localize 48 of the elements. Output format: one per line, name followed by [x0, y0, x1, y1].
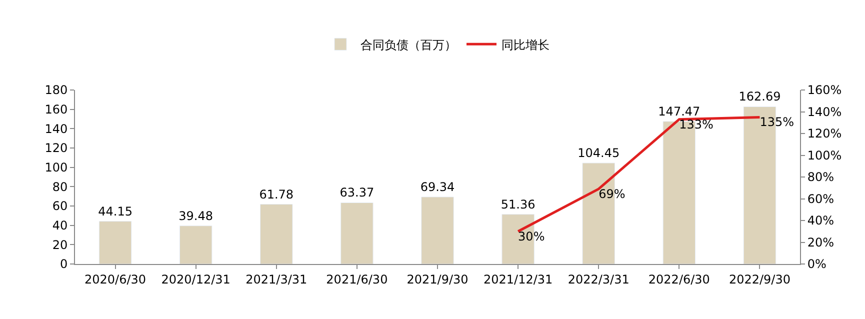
- y-tick-label: 80: [52, 180, 68, 194]
- bar: [179, 226, 212, 264]
- data-label: 63.37: [340, 186, 374, 200]
- data-label: 104.45: [578, 146, 620, 160]
- y-tick-label: 180: [44, 83, 68, 98]
- y2-tick-label: 60%: [807, 192, 834, 206]
- bar: [260, 204, 293, 264]
- data-label: 135%: [760, 115, 794, 130]
- x-tick-label: 2020/12/31: [161, 272, 230, 286]
- x-tick-label: 2021/12/31: [483, 272, 553, 286]
- y-tick-label: 0: [60, 257, 68, 272]
- data-label: 133%: [679, 117, 714, 132]
- y2-tick-label: 40%: [807, 214, 834, 228]
- x-tick-label: 2020/6/30: [84, 272, 146, 286]
- legend-label: 合同负债（百万）: [360, 38, 456, 52]
- x-tick-label: 2021/9/30: [406, 272, 468, 286]
- bar: [340, 202, 374, 264]
- y2-tick-label: 120%: [807, 126, 842, 141]
- y2-tick-label: 140%: [807, 104, 842, 119]
- y2-tick-label: 160%: [807, 83, 842, 98]
- data-label: 162.69: [738, 90, 781, 104]
- legend-label: 同比增长: [502, 38, 550, 52]
- data-label: 51.36: [500, 197, 536, 212]
- x-tick-label: 2021/6/30: [326, 272, 388, 286]
- data-label: 44.15: [98, 204, 132, 218]
- data-label: 69%: [598, 186, 626, 201]
- x-tick-label: 2022/6/30: [648, 272, 710, 286]
- y2-tick-label: 20%: [807, 235, 834, 250]
- y2-tick-label: 80%: [807, 170, 834, 184]
- y-tick-label: 120: [44, 141, 68, 156]
- y2-tick-label: 0%: [807, 257, 826, 272]
- y-tick-label: 160: [44, 102, 68, 117]
- y-tick-label: 140: [44, 122, 68, 136]
- y-tick-label: 60: [52, 199, 68, 214]
- x-tick-label: 2022/9/30: [728, 272, 790, 286]
- data-label: 30%: [518, 229, 545, 244]
- bar: [421, 196, 454, 264]
- y-tick-label: 20: [52, 238, 68, 252]
- x-tick-label: 2022/3/31: [568, 272, 630, 286]
- y-tick-label: 40: [52, 218, 68, 233]
- data-label: 61.78: [259, 187, 294, 202]
- data-label: 69.34: [420, 180, 455, 194]
- data-label: 147.47: [658, 104, 700, 118]
- x-tick-label: 2021/3/31: [246, 272, 308, 286]
- data-label: 39.48: [178, 208, 214, 223]
- y-tick-label: 100: [44, 160, 68, 175]
- y2-tick-label: 100%: [807, 148, 842, 162]
- bar: [98, 221, 132, 264]
